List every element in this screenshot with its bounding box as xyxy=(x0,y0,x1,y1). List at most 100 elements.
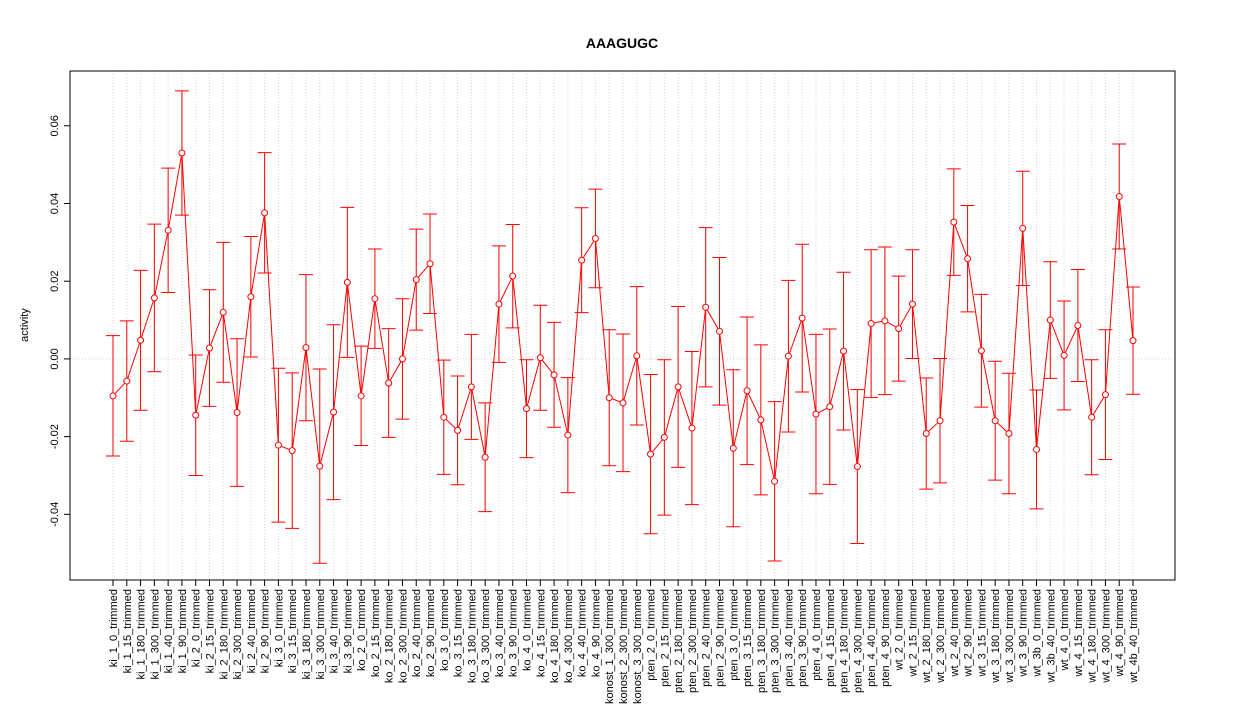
x-tick-label: wt_3_90_trimmed xyxy=(1018,589,1030,677)
x-tick-label: ki_3_0_trimmed xyxy=(273,589,285,667)
x-tick-label: wt_2_0_trimmed xyxy=(894,589,906,671)
x-tick-label: pten_4_180_trimmed xyxy=(839,589,851,693)
y-tick-label: 0.04 xyxy=(49,193,61,214)
point xyxy=(302,344,310,352)
point xyxy=(247,293,255,301)
point xyxy=(674,383,682,391)
point xyxy=(481,453,489,461)
point xyxy=(536,354,544,362)
x-tick-label: ko_3_180_trimmed xyxy=(466,589,478,683)
x-tick-label: wt_4_300_trimmed xyxy=(1100,589,1112,684)
x-tick-label: ko_2_180_trimmed xyxy=(384,589,396,683)
point xyxy=(771,477,779,485)
point xyxy=(1115,193,1123,201)
point xyxy=(660,433,668,441)
point xyxy=(495,300,503,308)
point xyxy=(633,352,641,360)
x-tick-label: wt_3_180_trimmed xyxy=(990,589,1002,684)
point xyxy=(109,392,117,400)
x-tick-label: pten_2_90_trimmed xyxy=(714,589,726,687)
x-tick-label: ko_3_0_trimmed xyxy=(439,589,451,671)
y-axis-label: activity xyxy=(19,308,31,342)
point xyxy=(853,463,861,471)
point xyxy=(164,226,172,234)
x-tick-label: ki_3_300_trimmed xyxy=(315,589,327,680)
point xyxy=(178,149,186,157)
x-tick-label: ki_1_90_trimmed xyxy=(177,589,189,673)
point xyxy=(385,379,393,387)
x-tick-label: ki_2_180_trimmed xyxy=(218,589,230,680)
x-tick-label: ko_4_90_trimmed xyxy=(590,589,602,677)
y-tick-label: 0.02 xyxy=(49,270,61,291)
x-tick-label: ki_2_90_trimmed xyxy=(260,589,272,673)
x-tick-label: ko_4_0_trimmed xyxy=(522,589,534,671)
x-tick-label: pten_3_0_trimmed xyxy=(728,589,740,681)
x-tick-label: konost_1_300_trimmed xyxy=(604,589,616,704)
point xyxy=(688,424,696,432)
x-tick-label: wt_2_180_trimmed xyxy=(921,589,933,684)
x-tick-label: ko_2_15_trimmed xyxy=(370,589,382,677)
x-tick-label: ki_3_15_trimmed xyxy=(287,589,299,673)
point xyxy=(1033,445,1041,453)
point xyxy=(702,303,710,311)
point xyxy=(440,413,448,421)
point xyxy=(564,431,572,439)
point xyxy=(578,256,586,264)
x-tick-label: wt_4_180_trimmed xyxy=(1087,589,1099,684)
point xyxy=(454,426,462,434)
x-tick-label: pten_3_90_trimmed xyxy=(797,589,809,687)
point xyxy=(784,352,792,360)
y-tick-label: 0.00 xyxy=(49,348,61,369)
point xyxy=(426,260,434,268)
point xyxy=(619,399,627,407)
point xyxy=(1074,322,1082,329)
point xyxy=(908,300,916,308)
x-tick-label: ki_2_0_trimmed xyxy=(191,589,203,667)
point xyxy=(591,234,599,242)
x-tick-label: ko_2_0_trimmed xyxy=(356,589,368,671)
x-tick-label: ko_4_15_trimmed xyxy=(535,589,547,677)
point xyxy=(840,347,848,355)
point xyxy=(233,409,241,417)
x-tick-label: wt_3_15_trimmed xyxy=(976,589,988,677)
point xyxy=(398,355,406,363)
x-tick-label: pten_3_15_trimmed xyxy=(742,589,754,687)
x-tick-label: pten_2_40_trimmed xyxy=(701,589,713,687)
y-tick-label: -0.02 xyxy=(49,424,61,449)
x-tick-label: ki_3_40_trimmed xyxy=(329,589,341,673)
x-tick-label: ko_3_90_trimmed xyxy=(508,589,520,677)
point xyxy=(715,327,723,335)
x-tick-label: wt_2_300_trimmed xyxy=(935,589,947,684)
x-tick-label: ki_1_180_trimmed xyxy=(136,589,148,680)
x-tick-label: wt_3b_40_trimmed xyxy=(1045,589,1057,684)
x-tick-label: konost_2_300_trimmed xyxy=(618,589,630,704)
x-tick-label: wt_3b_0_trimmed xyxy=(1032,589,1044,677)
x-tick-label: ko_4_40_trimmed xyxy=(577,589,589,677)
point xyxy=(1046,316,1054,324)
x-tick-label: wt_4_15_trimmed xyxy=(1073,589,1085,677)
x-tick-label: ki_2_40_trimmed xyxy=(246,589,258,673)
point xyxy=(936,417,944,425)
x-tick-label: ko_2_90_trimmed xyxy=(425,589,437,677)
x-tick-label: pten_3_40_trimmed xyxy=(783,589,795,687)
x-tick-label: ki_2_300_trimmed xyxy=(232,589,244,680)
point xyxy=(274,441,282,449)
x-tick-label: ki_3_180_trimmed xyxy=(301,589,313,680)
x-tick-label: ko_4_180_trimmed xyxy=(549,589,561,683)
point xyxy=(798,314,806,322)
x-tick-label: wt_2_40_trimmed xyxy=(949,589,961,677)
x-tick-label: wt_2_15_trimmed xyxy=(907,589,919,677)
point xyxy=(192,411,200,419)
point xyxy=(743,387,751,395)
point xyxy=(1019,224,1027,232)
x-tick-label: konost_3_300_trimmed xyxy=(632,589,644,704)
point xyxy=(812,410,820,418)
point xyxy=(550,371,558,379)
point xyxy=(137,336,145,344)
x-tick-label: pten_3_300_trimmed xyxy=(770,589,782,693)
point xyxy=(1088,413,1096,421)
point xyxy=(1005,430,1013,438)
point xyxy=(605,394,613,402)
x-tick-label: ko_2_300_trimmed xyxy=(397,589,409,683)
